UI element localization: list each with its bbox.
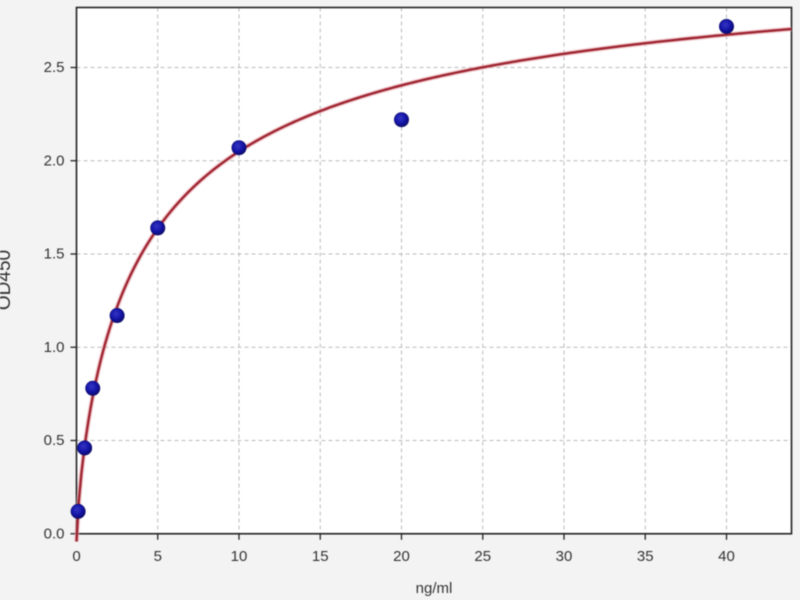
svg-text:2.0: 2.0 xyxy=(44,152,65,169)
svg-text:30: 30 xyxy=(556,548,573,565)
svg-text:1.0: 1.0 xyxy=(44,339,65,356)
svg-text:35: 35 xyxy=(637,548,654,565)
svg-text:ng/ml: ng/ml xyxy=(416,580,453,597)
svg-text:40: 40 xyxy=(718,548,735,565)
svg-text:5: 5 xyxy=(154,548,162,565)
svg-text:0: 0 xyxy=(72,548,80,565)
svg-text:20: 20 xyxy=(393,548,410,565)
svg-text:2.5: 2.5 xyxy=(44,59,65,76)
svg-text:10: 10 xyxy=(231,548,248,565)
svg-text:OD450: OD450 xyxy=(0,250,15,310)
svg-text:25: 25 xyxy=(474,548,491,565)
svg-text:0.5: 0.5 xyxy=(44,432,65,449)
svg-text:1.5: 1.5 xyxy=(44,246,65,263)
svg-text:15: 15 xyxy=(312,548,329,565)
svg-text:0.0: 0.0 xyxy=(44,525,65,542)
